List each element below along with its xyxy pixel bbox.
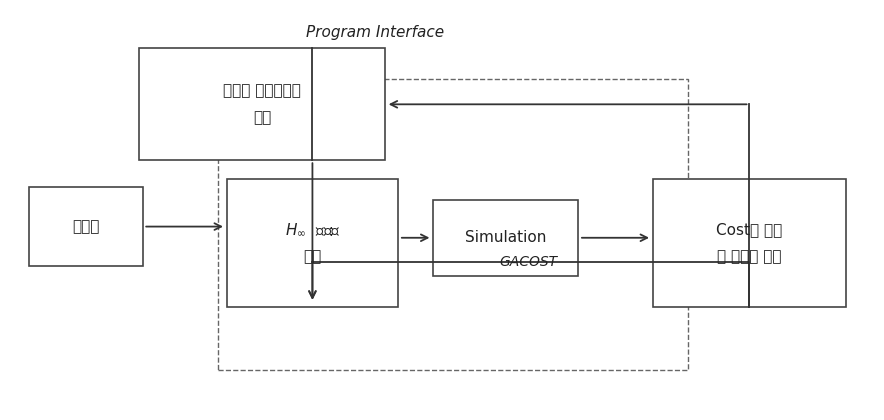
Bar [218,79,688,370]
Bar [139,48,385,160]
Text: 및 수렴도 조사: 및 수렴도 조사 [717,249,781,264]
Text: 초기화: 초기화 [72,219,100,234]
Text: $H_\infty$  제어기: $H_\infty$ 제어기 [285,221,340,238]
Text: 새로운 가중함수의: 새로운 가중함수의 [223,83,301,98]
Text: 설계: 설계 [303,249,322,264]
Bar [29,187,143,266]
Text: Cost의 계산: Cost의 계산 [716,222,782,237]
Text: Program Interface: Program Interface [306,25,444,40]
Bar [227,179,398,307]
Text: GACOST: GACOST [499,255,557,269]
Bar [433,200,578,276]
Text: 결정: 결정 [253,110,271,125]
Bar [652,179,846,307]
Text: Simulation: Simulation [465,231,546,245]
